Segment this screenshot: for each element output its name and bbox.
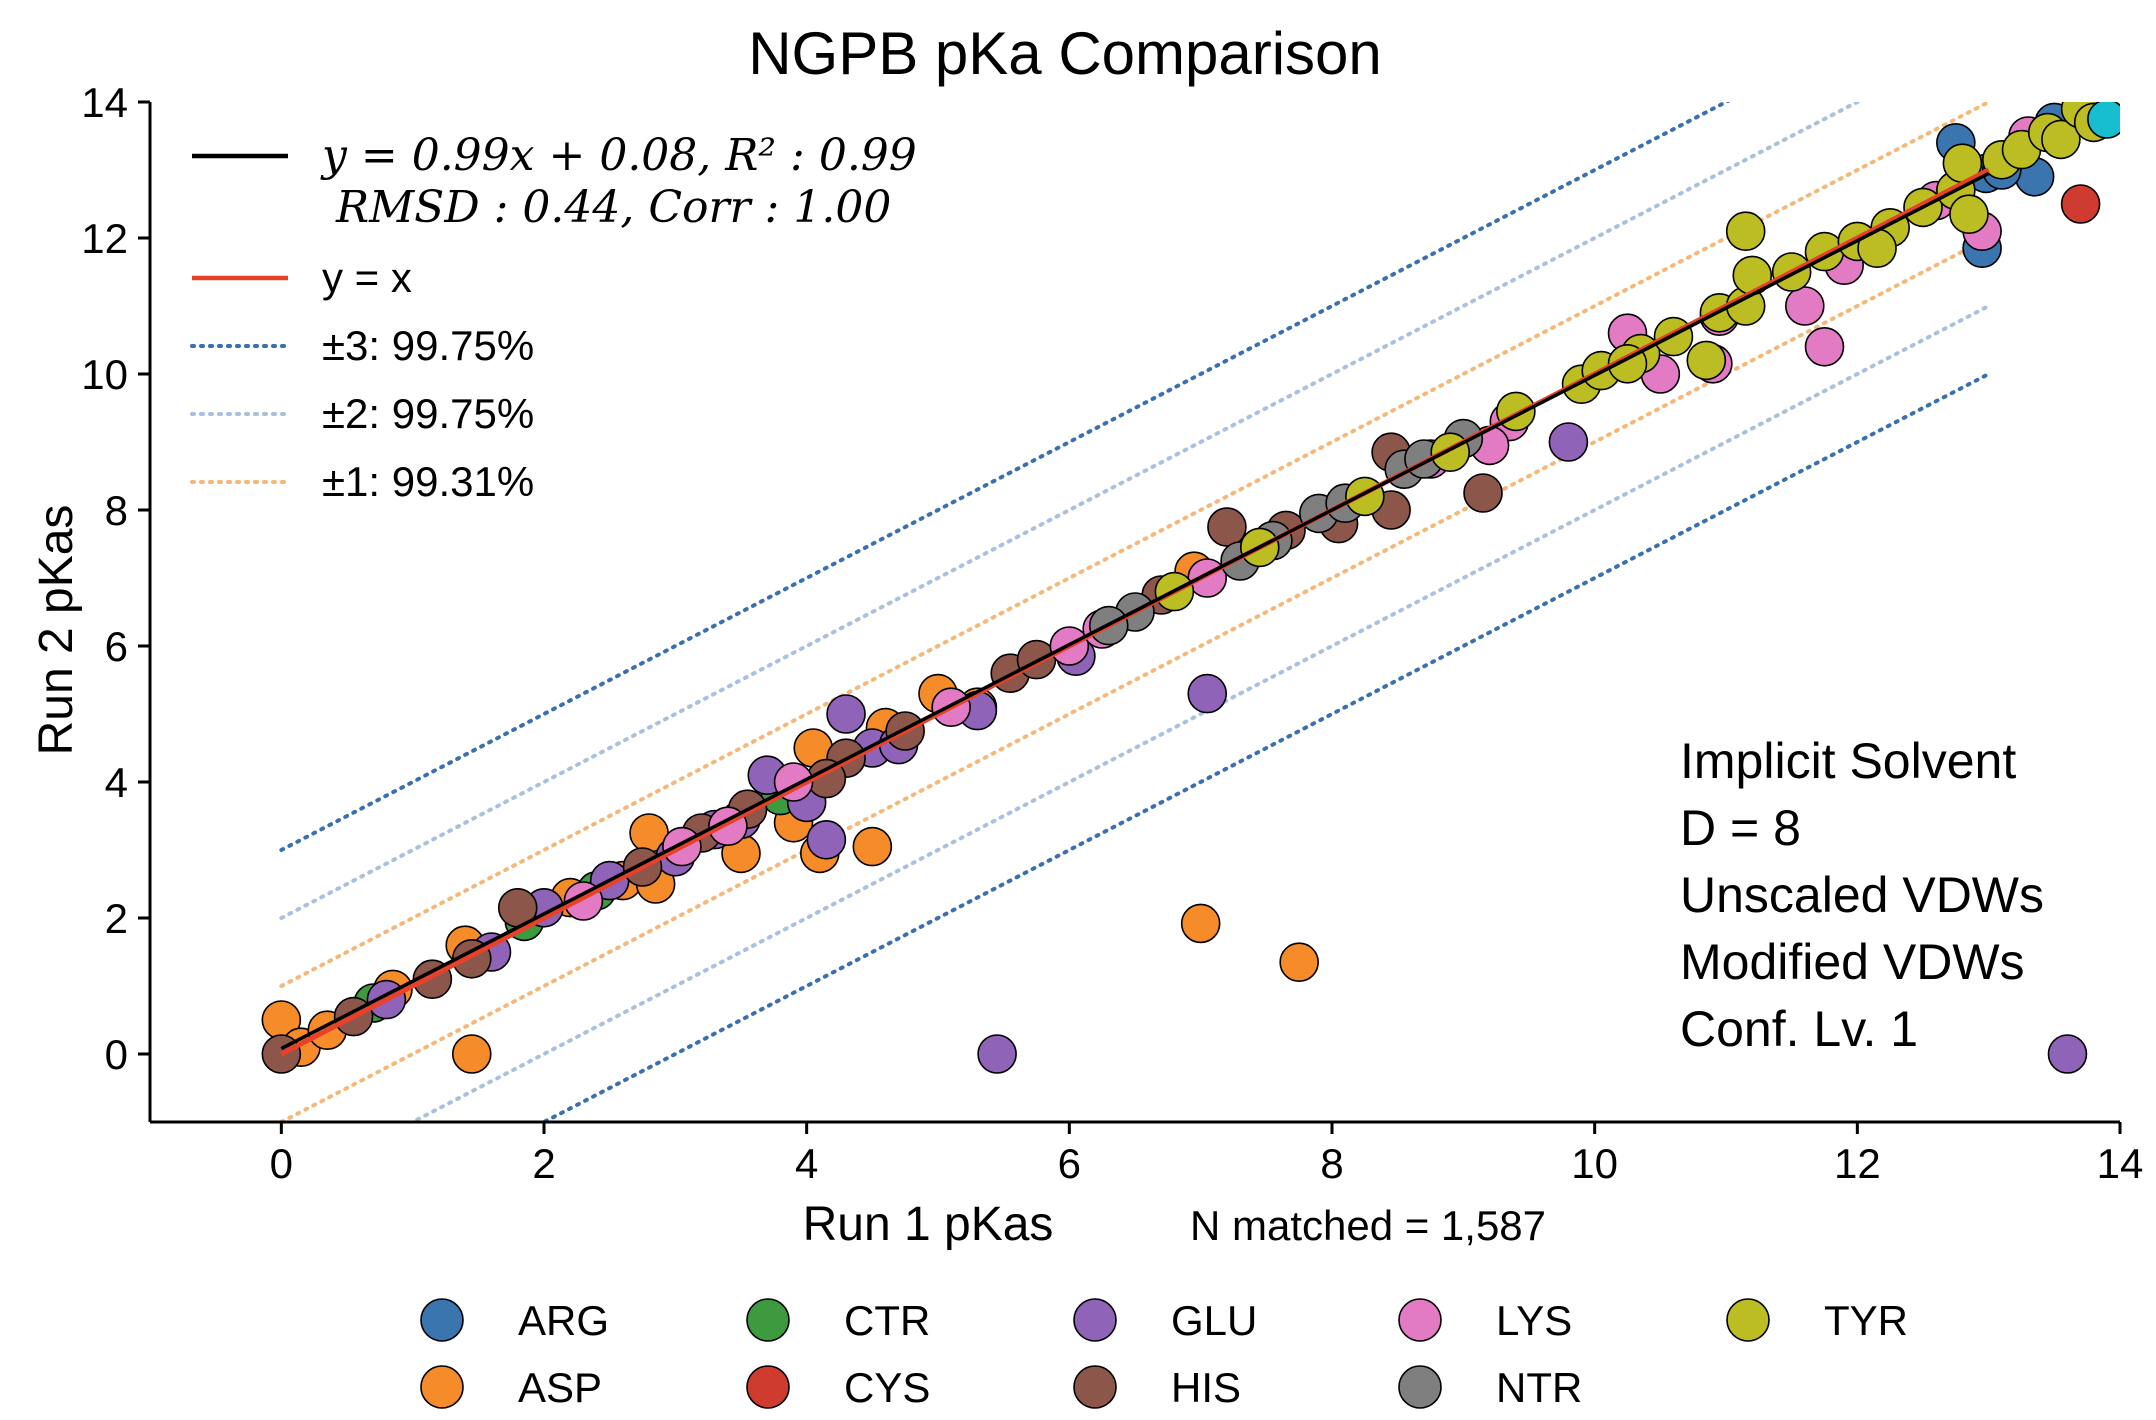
point-asp — [1180, 903, 1221, 944]
legend-label-cys: CYS — [844, 1364, 930, 1411]
annotation-line: Modified VDWs — [1680, 934, 2025, 990]
y-axis-label: Run 2 pKas — [30, 505, 83, 756]
band-line-minus2 — [408, 304, 1991, 1122]
x-tick-label: 6 — [1058, 1140, 1081, 1187]
point-tyr — [1686, 340, 1727, 381]
legend-marker-arg — [420, 1298, 464, 1342]
point-tyr — [1949, 194, 1989, 234]
band-line-plus2 — [279, 102, 1862, 920]
band-line-plus3 — [279, 102, 1731, 852]
y-tick-label: 4 — [105, 759, 128, 806]
y-tick-label: 8 — [105, 487, 128, 534]
chart-title: NGPB pKa Comparison — [748, 20, 1382, 87]
legend-line-label: ±2: 99.75% — [322, 390, 534, 437]
x-tick-label: 4 — [795, 1140, 818, 1187]
x-tick-label: 14 — [2097, 1140, 2144, 1187]
point-lys — [1804, 326, 1845, 367]
band-line-minus1 — [279, 236, 1991, 1122]
x-tick-label: 12 — [1834, 1140, 1881, 1187]
legend-marker-asp — [420, 1365, 464, 1409]
legend-line-label: ±1: 99.31% — [322, 458, 534, 505]
point-tyr — [1430, 432, 1470, 473]
fit-line — [280, 171, 1990, 1051]
point-his — [1207, 507, 1247, 547]
y-tick-label: 2 — [105, 895, 128, 942]
x-tick-label: 8 — [1320, 1140, 1343, 1187]
x-tick-label: 2 — [532, 1140, 555, 1187]
legend-marker-lys — [1398, 1298, 1442, 1342]
legend-marker-tyr — [1726, 1298, 1770, 1342]
point-lys — [1785, 286, 1825, 326]
point-cys — [2060, 184, 2101, 224]
annotation-line: Conf. Lv. 1 — [1680, 1001, 1918, 1057]
point-tyr — [2041, 119, 2081, 160]
legend-marker-ctr — [746, 1298, 790, 1342]
legend-label-ctr: CTR — [844, 1297, 930, 1344]
x-tick-label: 10 — [1571, 1140, 1618, 1187]
point-other — [2087, 102, 2120, 139]
point-glu — [977, 1034, 1017, 1074]
point-glu — [806, 819, 847, 860]
y-tick-label: 12 — [81, 215, 128, 262]
legend-line-label: y = x — [322, 254, 412, 301]
x-axis-label: Run 1 pKas — [803, 1198, 1054, 1251]
legend-label-his: HIS — [1171, 1364, 1241, 1411]
legend-marker-glu — [1073, 1298, 1117, 1342]
point-asp — [852, 826, 893, 867]
point-tyr — [1725, 211, 1766, 251]
y-tick-label: 10 — [81, 351, 128, 398]
point-his — [1463, 473, 1503, 513]
point-asp — [1279, 942, 1319, 983]
legend-line-label: y = 0.99x + 0.08, R² : 0.99 — [320, 130, 917, 181]
annotation-line: Unscaled VDWs — [1680, 867, 2044, 923]
point-tyr — [1345, 476, 1385, 517]
legend-label-glu: GLU — [1171, 1297, 1257, 1344]
point-glu — [1187, 673, 1228, 714]
point-tyr — [1496, 391, 1536, 432]
legend-marker-his — [1073, 1365, 1117, 1409]
band-line-minus3 — [539, 372, 1991, 1122]
y-tick-label: 0 — [105, 1031, 128, 1078]
legend-line-label: RMSD : 0.44, Corr : 1.00 — [335, 182, 891, 233]
annotation-line: D = 8 — [1680, 800, 1801, 856]
y-tick-label: 6 — [105, 623, 128, 670]
n-matched-label: N matched = 1,587 — [1190, 1202, 1546, 1249]
point-glu — [2047, 1034, 2088, 1074]
legend-label-ntr: NTR — [1496, 1364, 1582, 1411]
point-glu — [1548, 422, 1589, 462]
point-glu — [826, 694, 866, 734]
x-tick-label: 0 — [270, 1140, 293, 1187]
legend-line-label: ±3: 99.75% — [322, 322, 534, 369]
y-tick-label: 14 — [81, 79, 128, 126]
legend-label-tyr: TYR — [1824, 1297, 1908, 1344]
legend-label-arg: ARG — [518, 1297, 609, 1344]
point-asp — [451, 1034, 492, 1074]
annotation-line: Implicit Solvent — [1680, 733, 2016, 789]
legend-label-lys: LYS — [1496, 1297, 1572, 1344]
legend-marker-ntr — [1398, 1365, 1442, 1409]
band-line-plus1 — [279, 102, 1991, 988]
legend-marker-cys — [746, 1365, 790, 1409]
legend-label-asp: ASP — [518, 1364, 602, 1411]
